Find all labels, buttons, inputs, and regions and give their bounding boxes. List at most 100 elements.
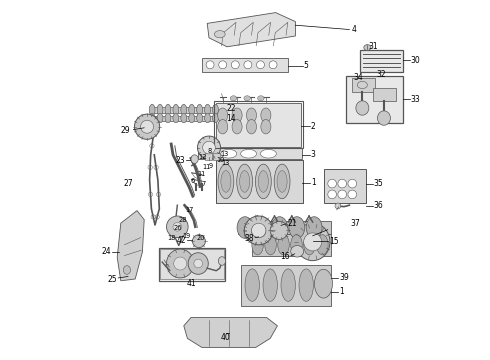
Ellipse shape	[251, 225, 266, 238]
Ellipse shape	[263, 269, 277, 301]
Polygon shape	[207, 13, 295, 47]
Text: 28: 28	[179, 217, 187, 223]
Text: 1: 1	[339, 287, 344, 296]
Ellipse shape	[181, 104, 187, 115]
Ellipse shape	[157, 104, 163, 115]
Ellipse shape	[221, 149, 237, 158]
Ellipse shape	[219, 257, 225, 265]
Text: 20: 20	[197, 235, 205, 241]
Bar	[151, 116, 223, 121]
Bar	[151, 107, 223, 113]
Text: 36: 36	[374, 202, 384, 210]
Ellipse shape	[241, 149, 257, 158]
Ellipse shape	[149, 104, 155, 115]
Ellipse shape	[201, 149, 217, 158]
Ellipse shape	[291, 246, 304, 257]
Ellipse shape	[377, 111, 391, 125]
Ellipse shape	[157, 113, 163, 123]
Text: 3: 3	[311, 150, 316, 159]
Text: 30: 30	[411, 56, 420, 65]
Text: 24: 24	[101, 248, 111, 256]
Text: 23: 23	[175, 156, 185, 165]
Ellipse shape	[197, 136, 220, 159]
Text: 12: 12	[198, 154, 207, 160]
Bar	[159, 248, 225, 281]
Text: 6: 6	[190, 178, 195, 184]
Ellipse shape	[348, 190, 357, 199]
Ellipse shape	[213, 113, 219, 123]
Ellipse shape	[205, 113, 210, 123]
Ellipse shape	[165, 104, 171, 115]
Ellipse shape	[213, 113, 219, 123]
Text: 1: 1	[311, 179, 316, 188]
Ellipse shape	[244, 61, 252, 69]
Ellipse shape	[270, 221, 288, 239]
Ellipse shape	[230, 96, 237, 101]
Ellipse shape	[357, 81, 368, 89]
Text: 5: 5	[304, 61, 309, 70]
Text: 32: 32	[376, 71, 386, 80]
Ellipse shape	[244, 96, 250, 101]
Ellipse shape	[173, 222, 182, 231]
Ellipse shape	[338, 179, 346, 188]
Ellipse shape	[173, 113, 179, 123]
Ellipse shape	[149, 113, 155, 123]
Ellipse shape	[197, 113, 202, 123]
Text: 15: 15	[329, 237, 339, 246]
Ellipse shape	[205, 104, 210, 115]
Text: 31: 31	[368, 42, 378, 51]
Text: 21: 21	[287, 219, 296, 228]
Ellipse shape	[213, 104, 219, 115]
Text: 27: 27	[124, 179, 133, 188]
Text: 18: 18	[167, 235, 175, 241]
Ellipse shape	[189, 104, 195, 115]
Ellipse shape	[167, 249, 194, 278]
Ellipse shape	[205, 104, 210, 115]
Ellipse shape	[237, 217, 253, 238]
Ellipse shape	[188, 253, 208, 274]
Ellipse shape	[197, 104, 202, 115]
Text: 25: 25	[108, 275, 117, 284]
Text: 14: 14	[226, 114, 236, 122]
Ellipse shape	[261, 120, 271, 134]
Ellipse shape	[281, 269, 295, 301]
Ellipse shape	[181, 113, 187, 123]
Text: 37: 37	[350, 219, 360, 228]
Ellipse shape	[328, 190, 337, 199]
Text: 17: 17	[186, 207, 194, 212]
Ellipse shape	[165, 113, 171, 123]
Ellipse shape	[149, 104, 155, 115]
Bar	[360, 50, 403, 72]
Polygon shape	[117, 211, 144, 281]
Bar	[351, 78, 375, 92]
Ellipse shape	[237, 164, 252, 199]
Bar	[160, 249, 224, 279]
Ellipse shape	[295, 223, 330, 261]
Bar	[216, 103, 301, 147]
Text: 34: 34	[353, 73, 363, 82]
Text: 9: 9	[208, 163, 213, 169]
Ellipse shape	[258, 96, 264, 101]
Ellipse shape	[197, 113, 202, 123]
Bar	[215, 101, 303, 148]
Ellipse shape	[356, 101, 369, 115]
Ellipse shape	[173, 104, 179, 115]
Ellipse shape	[277, 171, 287, 192]
Ellipse shape	[255, 164, 271, 199]
Ellipse shape	[174, 257, 187, 270]
Bar	[202, 58, 288, 72]
Text: 11: 11	[197, 171, 206, 176]
Ellipse shape	[218, 164, 234, 199]
Ellipse shape	[251, 223, 266, 238]
Ellipse shape	[165, 104, 171, 115]
Ellipse shape	[306, 217, 322, 238]
Text: 41: 41	[187, 279, 196, 288]
Text: 13: 13	[221, 160, 230, 166]
Text: 35: 35	[374, 179, 384, 188]
Ellipse shape	[299, 269, 314, 301]
Ellipse shape	[278, 235, 289, 255]
Ellipse shape	[364, 45, 371, 50]
Text: 42: 42	[177, 236, 186, 245]
Ellipse shape	[291, 235, 302, 255]
Bar	[213, 153, 220, 160]
